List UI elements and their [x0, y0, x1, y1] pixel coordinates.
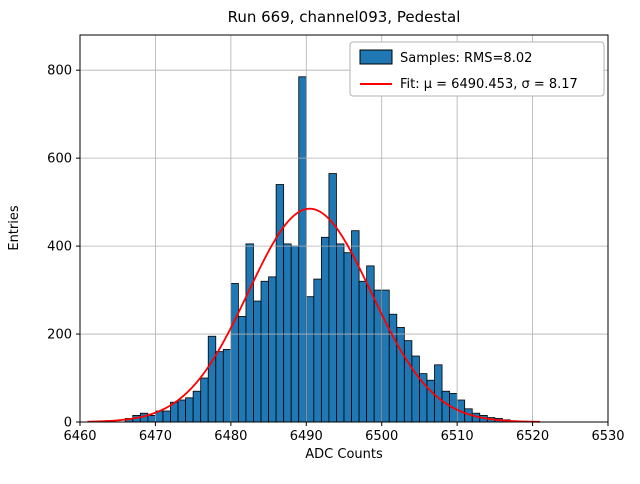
legend-box [349, 41, 605, 97]
legend-fit-label: Fit: μ = 6490.453, σ = 8.17 [400, 77, 578, 92]
histogram-bar [177, 399, 187, 423]
histogram-bar [320, 236, 330, 423]
histogram-bar [441, 390, 450, 423]
x-tick-label: 6480 [214, 429, 247, 444]
histogram-bar [147, 415, 156, 423]
histogram-bar [162, 410, 171, 423]
y-axis-label: Entries [7, 205, 22, 251]
histogram-bar [260, 280, 269, 423]
histogram-bar [222, 349, 232, 423]
histogram-bar [336, 243, 345, 423]
histogram-bar [245, 243, 254, 423]
histogram-bar [373, 289, 383, 423]
histogram-bar [237, 316, 247, 423]
histogram-bar [230, 283, 239, 423]
axis-ticks: 6460 6470 6480 6490 6500 6510 6520 6530 0 200 400 6… [47, 64, 624, 444]
x-tick-label: 6470 [139, 429, 172, 444]
y-tick-label: 800 [47, 64, 72, 79]
histogram-bar [305, 296, 315, 423]
histogram-bar [283, 243, 292, 423]
histogram-bar [275, 184, 285, 423]
histogram-bar [358, 280, 368, 423]
histogram-bar [411, 355, 420, 423]
histogram-bar [313, 278, 322, 423]
chart-title: Run 669, channel093, Pedestal [228, 8, 461, 26]
x-tick-label: 6510 [441, 429, 474, 444]
legend-samples-label: Samples: RMS=8.02 [400, 51, 532, 66]
histogram-bar [268, 276, 277, 423]
histogram-bar [426, 379, 435, 423]
x-tick-label: 6520 [516, 429, 549, 444]
histogram-bar [396, 327, 405, 423]
histogram-bar [200, 377, 209, 423]
histogram-bar [403, 340, 413, 423]
histogram-bar [253, 300, 262, 423]
histogram-bar [215, 351, 224, 423]
fit-curve [87, 207, 541, 423]
x-tick-label: 6500 [365, 429, 398, 444]
gaussian-fit-path [87, 207, 541, 423]
histogram-bar [192, 390, 202, 423]
histogram-bar [328, 173, 337, 423]
histogram-bars [124, 76, 511, 423]
legend-samples-patch [359, 49, 393, 65]
x-tick-label: 6460 [63, 429, 96, 444]
axes-frame [79, 34, 609, 423]
histogram-bar [343, 252, 352, 423]
histogram-bar [185, 397, 194, 423]
histogram-bar [381, 289, 390, 423]
y-tick-label: 400 [47, 240, 72, 255]
x-axis-label: ADC Counts [305, 447, 383, 462]
y-tick-label: 0 [64, 416, 72, 431]
histogram-bar [434, 364, 443, 423]
legend: Samples: RMS=8.02 Fit: μ = 6490.453, σ =… [349, 41, 605, 97]
histogram-bar [298, 76, 307, 423]
y-tick-label: 200 [47, 328, 72, 343]
x-tick-label: 6490 [290, 429, 323, 444]
y-tick-label: 600 [47, 152, 72, 167]
histogram-bar [207, 335, 217, 423]
x-tick-label: 6530 [591, 429, 624, 444]
